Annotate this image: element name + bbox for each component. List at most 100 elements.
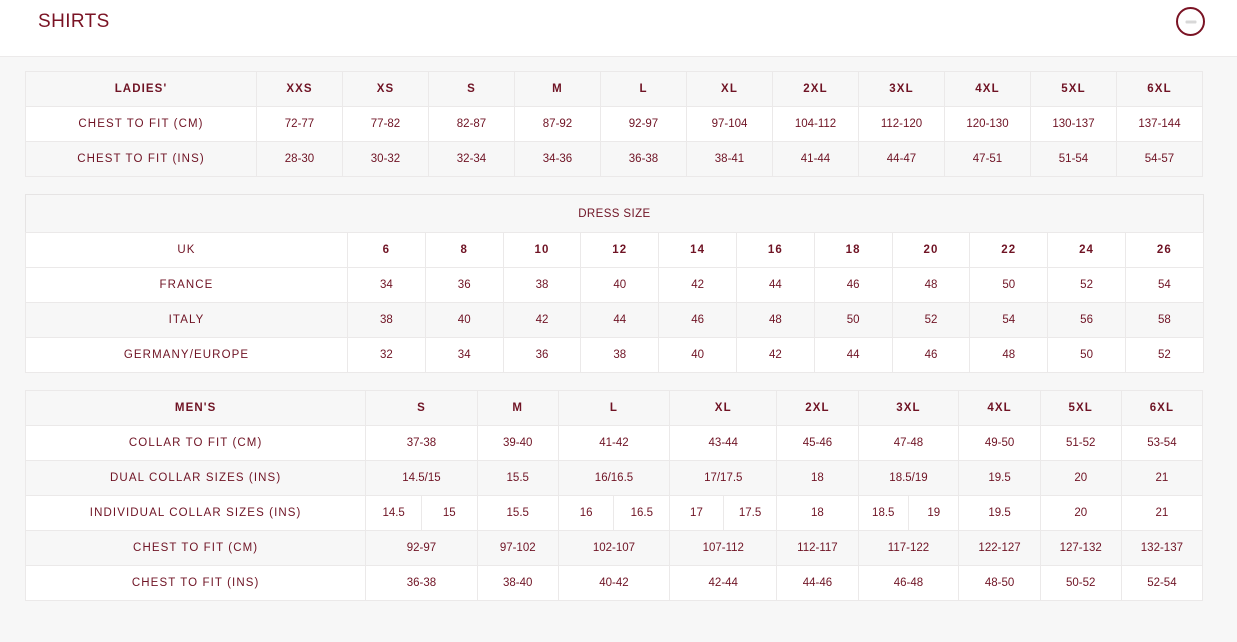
measurement-cell: 52 [1047,267,1126,303]
measurement-cell: 77-82 [342,106,429,142]
measurement-cell: 53-54 [1120,425,1204,461]
row-label-cell: CHEST TO FIT (CM) [24,530,367,566]
measurement-cell: 51-54 [1030,141,1117,177]
measurement-cell: 52 [891,302,971,338]
row-label-cell: ITALY [25,302,348,338]
mens-table-label: MEN'S [24,390,367,426]
measurement-cell: 18.5 [857,495,909,531]
accordion-header[interactable]: SHIRTS [0,0,1237,57]
measurement-cell: 10 [502,232,582,268]
measurement-cell: 20 [891,232,971,268]
measurement-cell: 16/16.5 [557,460,671,496]
measurement-cell: 41-44 [772,141,859,177]
row-label-cell: CHEST TO FIT (INS) [25,141,257,177]
size-header-cell: 6XL [1120,390,1204,426]
row-label-cell: FRANCE [25,267,348,303]
measurement-cell: 50-52 [1039,565,1122,601]
measurement-cell: 48 [969,337,1049,373]
measurement-cell: 132-137 [1120,530,1204,566]
table-row: COLLAR TO FIT (CM) 37-38 39-40 41-42 43-44 45… [24,425,1204,461]
measurement-cell: 38 [502,267,582,303]
measurement-cell: 50 [1047,337,1126,373]
measurement-cell: 18 [776,495,859,531]
measurement-cell: 38 [580,337,660,373]
row-label-cell: COLLAR TO FIT (CM) [24,425,367,461]
measurement-cell: 28-30 [256,141,343,177]
measurement-cell: 20 [1039,460,1122,496]
table-header-row: LADIES' XXS XS S M L XL 2XL 3XL 4XL 5XL 6XL [25,71,1203,107]
row-label-cell: DUAL COLLAR SIZES (INS) [24,460,367,496]
measurement-cell: 15.5 [476,495,559,531]
measurement-cell: 49-50 [958,425,1041,461]
measurement-cell: 34 [347,267,426,303]
measurement-cell: 44 [813,337,893,373]
measurement-cell: 19.5 [958,495,1041,531]
measurement-cell: 46 [813,267,893,303]
measurement-cell: 48 [735,302,815,338]
table-row: FRANCE 34 36 38 40 42 44 46 48 50 52 54 [25,267,1204,303]
table-row: ITALY 38 40 42 44 46 48 50 52 54 56 58 [25,302,1204,338]
measurement-cell: 34-36 [514,141,601,177]
measurement-cell: 40 [424,302,504,338]
measurement-cell: 97-102 [476,530,559,566]
measurement-cell: 46 [891,337,971,373]
size-header-cell: L [557,390,671,426]
measurement-cell: 40 [658,337,737,373]
measurement-cell: 50 [813,302,893,338]
measurement-cell: 20 [1039,495,1122,531]
table-row: CHEST TO FIT (INS) 28-30 30-32 32-34 34-36 36… [25,141,1203,177]
measurement-cell: 92-97 [365,530,478,566]
measurement-cell: 45-46 [776,425,859,461]
measurement-cell: 44 [580,302,660,338]
measurement-cell: 17/17.5 [669,460,778,496]
measurement-cell: 54-57 [1116,141,1203,177]
measurement-cell: 8 [424,232,504,268]
table-row: CHEST TO FIT (INS) 36-38 38-40 40-42 42-44 44… [24,565,1204,601]
measurement-cell: 72-77 [256,106,343,142]
table-row: UK 6 8 10 12 14 16 18 20 22 24 26 [25,232,1204,268]
measurement-cell: 46 [658,302,737,338]
measurement-cell: 6 [347,232,426,268]
measurement-cell: 120-130 [944,106,1031,142]
minus-circle-icon[interactable] [1176,7,1205,36]
measurement-cell: 87-92 [514,106,601,142]
measurement-cell: 112-117 [776,530,859,566]
measurement-cell: 51-52 [1039,425,1122,461]
measurement-cell: 47-48 [857,425,960,461]
measurement-cell: 42-44 [669,565,778,601]
size-header-cell: 4XL [944,71,1031,107]
page-title: SHIRTS [38,11,110,32]
measurement-cell: 117-122 [857,530,960,566]
measurement-cell: 46-48 [857,565,960,601]
measurement-cell: 14.5 [365,495,422,531]
table-row: GERMANY/EUROPE 32 34 36 38 40 42 44 46 48 50 52 [25,337,1204,373]
minus-bar [1185,20,1196,23]
measurement-cell: 43-44 [669,425,778,461]
measurement-cell: 15 [420,495,478,531]
size-header-cell: M [476,390,559,426]
size-header-cell: 5XL [1039,390,1122,426]
measurement-cell: 47-51 [944,141,1031,177]
measurement-cell: 42 [502,302,582,338]
measurement-cell: 26 [1124,232,1204,268]
measurement-cell: 36-38 [600,141,687,177]
measurement-cell: 36 [502,337,582,373]
measurement-cell: 122-127 [958,530,1041,566]
measurement-cell: 36 [424,267,504,303]
measurement-cell: 16 [735,232,815,268]
size-header-cell: 2XL [772,71,859,107]
measurement-cell: 32 [347,337,426,373]
measurement-cell: 52-54 [1120,565,1204,601]
measurement-cell: 97-104 [686,106,773,142]
size-header-cell: 6XL [1116,71,1203,107]
measurement-cell: 18.5/19 [857,460,960,496]
measurement-cell: 44-47 [858,141,945,177]
measurement-cell: 15.5 [476,460,559,496]
measurement-cell: 19.5 [958,460,1041,496]
measurement-cell: 54 [969,302,1049,338]
row-label-cell: UK [25,232,348,268]
size-header-cell: 3XL [858,71,945,107]
size-header-cell: XL [669,390,778,426]
measurement-cell: 92-97 [600,106,687,142]
